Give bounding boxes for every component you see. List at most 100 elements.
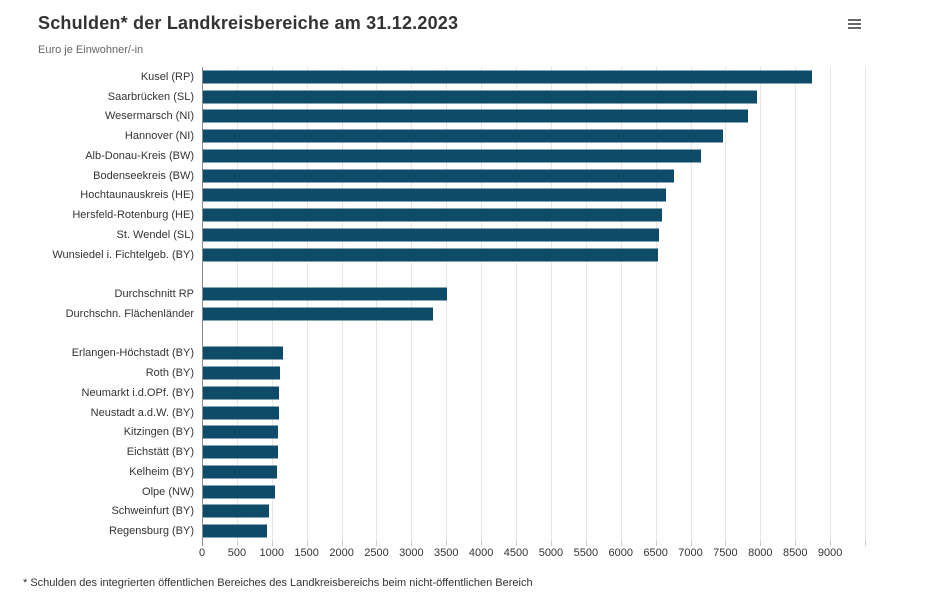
axis-tick <box>760 541 762 546</box>
bar[interactable] <box>203 188 667 202</box>
category-label: Kusel (RP) <box>140 70 194 83</box>
bar[interactable] <box>203 445 279 459</box>
bar[interactable] <box>203 287 447 301</box>
axis-tick <box>865 541 866 546</box>
x-tick-label: 0 <box>198 547 206 559</box>
bar-row: Saarbrücken (SL) <box>0 87 865 107</box>
category-label: Olpe (NW) <box>142 485 194 498</box>
bar-track <box>202 502 865 522</box>
bar[interactable] <box>203 208 663 222</box>
x-tick-label: 4000 <box>468 547 494 559</box>
category-label: Erlangen-Höchstadt (BY) <box>71 347 194 360</box>
x-tick-label: 9000 <box>817 547 843 559</box>
gridline <box>585 67 587 541</box>
bar-track <box>202 521 865 541</box>
bar-row: Neumarkt i.d.OPf. (BY) <box>0 383 865 403</box>
bar-track <box>202 304 865 324</box>
x-tick-label: 7500 <box>713 547 738 559</box>
bar-row: Roth (BY) <box>0 363 865 383</box>
chart-menu-button[interactable] <box>840 13 868 35</box>
bar-row: Regensburg (BY) <box>0 521 865 541</box>
x-axis: 0 500 1000 1500 2000 2500 3000 3500 4000 4500 5000… <box>198 547 865 561</box>
bar[interactable] <box>203 406 279 420</box>
bar-track <box>202 107 865 127</box>
bar[interactable] <box>203 248 659 262</box>
bar-track <box>202 186 865 206</box>
bar[interactable] <box>203 70 813 84</box>
axis-tick <box>341 541 343 546</box>
bar[interactable] <box>203 149 702 163</box>
bar-row: Schweinfurt (BY) <box>0 502 865 522</box>
axis-tick <box>481 541 483 546</box>
category-label: Wesermarsch (NI) <box>104 110 194 123</box>
x-tick-label: 2000 <box>329 547 354 559</box>
bar-track <box>202 442 865 462</box>
category-label: Neustadt a.d.W. (BY) <box>90 406 194 419</box>
bar[interactable] <box>203 169 675 183</box>
bar-row: Erlangen-Höchstadt (BY) <box>0 344 865 364</box>
category-label: Hersfeld-Rotenburg (HE) <box>72 209 194 222</box>
bar-track <box>202 423 865 443</box>
gridline <box>795 67 797 541</box>
bar[interactable] <box>203 425 279 439</box>
bar-track <box>202 146 865 166</box>
axis-tick <box>446 541 448 546</box>
bar[interactable] <box>203 366 281 380</box>
bar-track <box>202 462 865 482</box>
bar-track <box>202 205 865 225</box>
chart-subtitle: Euro je Einwohner/-in <box>38 44 144 56</box>
axis-tick <box>411 541 413 546</box>
category-label: Schweinfurt (BY) <box>111 505 194 518</box>
gridline <box>760 67 762 541</box>
bar[interactable] <box>203 307 433 321</box>
gridline <box>376 67 378 541</box>
bar[interactable] <box>203 485 275 499</box>
category-label: Saarbrücken (SL) <box>107 90 194 103</box>
gridline <box>446 67 448 541</box>
bar[interactable] <box>203 504 270 518</box>
category-label: Kelheim (BY) <box>129 465 194 478</box>
bar-track <box>202 284 865 304</box>
category-label: Roth (BY) <box>145 367 194 380</box>
bar-track <box>202 482 865 502</box>
bar[interactable] <box>203 524 268 538</box>
gridline <box>865 67 866 541</box>
bar-track <box>202 265 865 285</box>
x-tick-label: 3000 <box>399 547 424 559</box>
bar-track <box>202 245 865 265</box>
bar-rows: Kusel (RP) Saarbrücken (SL) Wesermarsch (N… <box>0 67 865 541</box>
bar-row: Alb-Donau-Kreis (BW) <box>0 146 865 166</box>
gridline <box>411 67 413 541</box>
axis-tick <box>830 541 832 546</box>
x-tick-label: 1000 <box>259 547 285 559</box>
bar-row: Neustadt a.d.W. (BY) <box>0 403 865 423</box>
bar-track <box>202 67 865 87</box>
bar-row: Hochtaunauskreis (HE) <box>0 186 865 206</box>
bar-row: Durchschn. Flächenländer <box>0 304 865 324</box>
bar[interactable] <box>203 109 749 123</box>
axis-tick <box>585 541 587 546</box>
bar-track <box>202 225 865 245</box>
bar-track <box>202 126 865 146</box>
bar[interactable] <box>203 228 660 242</box>
gridline <box>690 67 692 541</box>
bar-row: Kelheim (BY) <box>0 462 865 482</box>
category-label: Eichstätt (BY) <box>126 446 194 459</box>
x-tick-label: 1500 <box>294 547 319 559</box>
category-label: Regensburg (BY) <box>109 525 194 538</box>
bar[interactable] <box>203 346 283 360</box>
bar-row: Olpe (NW) <box>0 482 865 502</box>
bar[interactable] <box>203 90 758 104</box>
bar[interactable] <box>203 129 724 143</box>
bar-track <box>202 166 865 186</box>
axis-tick <box>620 541 622 546</box>
category-label: Alb-Donau-Kreis (BW) <box>85 149 194 162</box>
axis-tick <box>550 541 552 546</box>
gridline <box>341 67 343 541</box>
bar[interactable] <box>203 386 280 400</box>
category-label: Durchschnitt RP <box>114 288 194 301</box>
bar[interactable] <box>203 465 277 479</box>
x-tick-label: 2500 <box>364 547 389 559</box>
bar-row: St. Wendel (SL) <box>0 225 865 245</box>
